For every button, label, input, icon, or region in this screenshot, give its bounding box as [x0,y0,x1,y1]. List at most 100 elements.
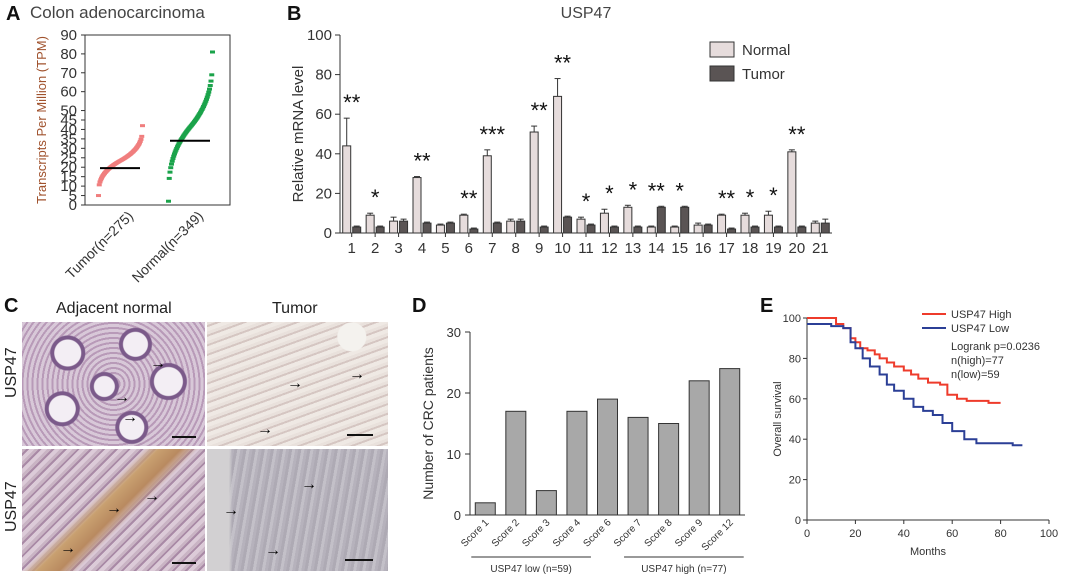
chart-d-xtick-label: Score 6 [581,517,613,549]
chart-d-xtick-label: Score 12 [700,517,736,553]
chart-a-point [170,156,176,160]
chart-b-significance: * [675,178,684,203]
chart-b-significance: ** [554,51,572,76]
scale-bar [172,562,196,564]
chart-b-legend-swatch [709,41,735,58]
chart-d-bar [658,423,680,516]
chart-b-bar [810,222,820,234]
chart-a-point [140,124,145,128]
chart-b-significance: *** [479,122,505,147]
chart-a-point [97,180,103,184]
chart-b-bar [422,222,432,234]
chart-d-xtick-label: Score 4 [551,517,583,549]
chart-a-title: Colon adenocarcinoma [30,3,205,22]
chart-b-bar [576,218,586,234]
chart-b-bar [680,206,690,234]
chart-e-legend-label: USP47 High [951,309,1012,321]
chart-a-point [137,139,143,143]
chart-b-xtick-label: 13 [625,240,642,257]
chart-b-bar [797,226,807,234]
chart-d-ytick-label: 20 [447,386,461,401]
chart-b-xtick-label: 7 [488,240,496,257]
chart-d-xtick-label: Score 1 [459,517,491,549]
chart-a-point [208,79,214,83]
chart-b-significance: ** [343,90,361,115]
ihc-tumor-1: → → → [207,322,388,446]
chart-b-significance: ** [531,98,549,123]
chart-b-significance: * [629,177,638,202]
chart-e-ytick-label: 0 [795,515,801,527]
chart-b-bar [459,214,469,234]
chart-d-ylabel: Number of CRC patients [420,347,436,500]
chart-a-ytick-label: 20 [60,159,77,176]
chart-e-xtick-label: 40 [898,528,910,540]
chart-b-significance: * [605,181,614,206]
chart-a-ytick-label: 10 [60,178,77,195]
chart-b-xtick-label: 18 [742,240,759,257]
arrow-icon: → [257,421,273,438]
arrow-icon: → [265,542,281,559]
chart-b-bar [586,224,596,234]
chart-d-group-label: USP47 low (n=59) [490,564,571,575]
chart-d-xtick-label: Score 3 [520,517,552,549]
chart-a-ytick-label: 25 [60,150,77,167]
chart-a-point [168,166,174,170]
chart-a-point [98,178,104,182]
arrow-icon: → [287,375,303,392]
chart-b-significance: ** [413,149,431,174]
chart-e-annotation: n(low)=59 [951,369,1000,381]
chart-a-frame [84,34,231,206]
panel-c-row-2: USP47 [3,481,20,532]
chart-b-bar [820,222,830,234]
scale-bar [347,434,373,436]
chart-e-annotation: n(high)=77 [951,355,1004,367]
panel-label-a: A [6,3,21,25]
panel-label-e: E [760,295,774,317]
chart-b-ytick-label: 80 [315,67,332,84]
chart-b-bar [492,222,502,234]
chart-d-xtick-label: Score 7 [612,517,644,549]
chart-a-point [204,95,210,99]
chart-a-point [139,134,145,138]
chart-a-ytick-label: 30 [60,140,77,157]
chart-b-bar [506,220,516,234]
chart-b-legend-label: Normal [742,42,790,59]
chart-b-significance: * [746,185,755,210]
chart-b-bar [656,206,666,234]
chart-d-bar [719,368,741,516]
chart-a-point [173,148,179,152]
ihc-normal-2: → → → [22,449,205,571]
chart-b-xtick-label: 15 [671,240,688,257]
chart-d-bar [627,416,649,516]
chart-e-legend-label: USP47 Low [951,323,1009,335]
chart-d-group-label: USP47 high (n=77) [641,564,726,575]
chart-b-xtick-label: 21 [812,240,829,257]
chart-b-bar [763,214,773,234]
chart-b-bar [773,226,783,234]
chart-a-ytick-label: 15 [60,169,77,186]
chart-e-xtick-label: 60 [946,528,958,540]
arrow-icon: → [349,366,365,383]
chart-a-point [204,97,210,101]
ihc-normal-1: → → → [22,322,205,446]
panel-e-chart: 0 20 40 60 80 100 0 20 40 60 80 100 Months Overall su… [772,309,1058,558]
chart-b-legend-label: Tumor [742,66,785,83]
chart-b-bar [412,177,422,234]
chart-a-point [169,159,175,163]
chart-b-bar [482,155,492,234]
chart-b-significance: * [371,185,380,210]
scale-bar [172,436,196,438]
chart-b-xtick-label: 5 [441,240,449,257]
chart-a-ytick-label: 80 [60,46,77,63]
chart-d-ytick-label: 0 [454,508,461,523]
chart-a-point [138,137,144,141]
chart-a-ytick-label: 60 [60,84,77,101]
chart-b-bar [599,212,609,234]
arrow-icon: → [301,476,317,493]
chart-b-ytick-label: 0 [324,225,332,242]
chart-b-xtick-label: 8 [512,240,520,257]
chart-b-bar [435,224,445,234]
chart-a-ytick-label: 35 [60,131,77,148]
